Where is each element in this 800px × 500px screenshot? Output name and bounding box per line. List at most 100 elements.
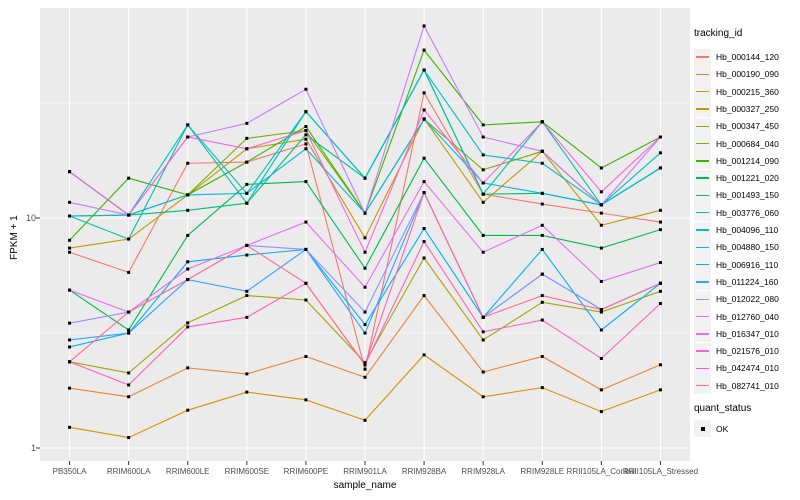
legend-key: [694, 83, 711, 101]
data-point: [363, 375, 367, 379]
data-point: [304, 281, 308, 285]
legend-key-line-icon: [696, 212, 709, 214]
data-point: [599, 328, 603, 332]
legend-entry: Hb_000684_040: [694, 135, 779, 152]
legend-key: [694, 325, 711, 343]
data-point: [422, 24, 426, 28]
x-tick-label: RRII105LA_Stressed: [622, 467, 699, 476]
black-square-point-icon: [700, 426, 705, 431]
legend-key-line-icon: [696, 194, 709, 197]
data-point: [599, 211, 603, 215]
data-point: [599, 388, 603, 392]
data-point: [599, 279, 603, 283]
data-point: [186, 123, 190, 127]
data-point: [304, 180, 308, 184]
legend-entry-label: Hb_000347_450: [716, 121, 779, 132]
y-tick-label: 10: [25, 213, 36, 223]
data-point: [245, 191, 249, 195]
legend-key-line-icon: [696, 333, 709, 335]
legend-key-line-icon: [696, 177, 709, 179]
data-point: [363, 310, 367, 314]
data-point: [363, 361, 367, 365]
data-point: [422, 117, 426, 121]
data-point: [658, 151, 662, 155]
x-tick-label: RRIM600SE: [224, 467, 270, 476]
data-point: [422, 48, 426, 52]
data-point: [304, 129, 308, 133]
legend-key-line-icon: [696, 315, 709, 318]
legend-entry: Hb_011224_160: [694, 273, 778, 291]
legend-key-line-icon: [696, 229, 709, 231]
data-point: [540, 202, 544, 206]
legend-key: [694, 256, 711, 274]
x-tick-label: RRIM928BA: [401, 467, 447, 476]
data-point: [127, 436, 131, 440]
data-point: [540, 294, 544, 298]
data-point: [127, 270, 131, 274]
data-point: [658, 261, 662, 265]
y-tick-label: 1: [30, 443, 36, 453]
data-point: [363, 176, 367, 180]
data-point: [363, 367, 367, 371]
legend-entry: Hb_000347_450: [694, 117, 779, 135]
data-point: [186, 321, 190, 325]
legend-entry: Hb_001493_150: [694, 186, 779, 204]
data-point: [422, 227, 426, 231]
legend-entry: Hb_021576_010: [694, 342, 779, 360]
x-tick-label: RRIM928LE: [520, 467, 565, 476]
data-point: [68, 321, 72, 325]
data-point: [540, 149, 544, 153]
data-point: [599, 203, 603, 207]
data-point: [363, 323, 367, 327]
data-point: [481, 135, 485, 139]
data-point: [481, 395, 485, 399]
data-point: [658, 281, 662, 285]
data-point: [68, 345, 72, 349]
legend-key-line-icon: [696, 108, 709, 110]
legend-entry-label: Hb_000327_250: [716, 103, 779, 114]
data-point: [245, 160, 249, 164]
data-point: [363, 250, 367, 254]
data-point: [540, 386, 544, 390]
legend-entry-label: OK: [716, 423, 729, 434]
data-point: [481, 123, 485, 127]
legend-entry-label: Hb_000144_120: [716, 52, 779, 62]
data-point: [422, 156, 426, 160]
data-point: [68, 246, 72, 250]
data-point: [658, 208, 662, 212]
legend-key: [694, 169, 711, 187]
data-point: [304, 247, 308, 251]
data-point: [599, 308, 603, 312]
data-point: [68, 170, 72, 174]
legend-key: [694, 273, 711, 291]
legend-entry: Hb_003776_060: [694, 204, 779, 222]
data-point: [481, 200, 485, 204]
x-tick-label: RRIM600LA: [106, 467, 151, 476]
legend-key: [694, 377, 711, 395]
data-point: [245, 390, 249, 394]
data-point: [186, 260, 190, 264]
legend-key-line-icon: [696, 142, 709, 145]
legend-key: [694, 48, 711, 66]
data-point: [186, 161, 190, 165]
data-point: [363, 331, 367, 335]
data-point: [363, 285, 367, 289]
legend-key-line-icon: [696, 367, 709, 370]
legend-key: [694, 65, 711, 83]
legend-entry: Hb_012022_080: [694, 290, 779, 308]
legend-key-line-icon: [696, 263, 709, 266]
data-point: [422, 91, 426, 95]
data-point: [599, 166, 603, 170]
data-point: [422, 294, 426, 298]
data-point: [599, 246, 603, 250]
legend-entry: Hb_004880_150: [694, 238, 779, 256]
data-point: [540, 120, 544, 124]
data-point: [186, 233, 190, 237]
data-point: [481, 181, 485, 185]
data-point: [363, 266, 367, 270]
legend-entry: Hb_082741_010: [694, 377, 779, 395]
data-point: [245, 147, 249, 151]
legend: tracking_id Hb_000144_120 Hb_000190_090 Hb…: [694, 0, 800, 500]
data-point: [127, 328, 131, 332]
